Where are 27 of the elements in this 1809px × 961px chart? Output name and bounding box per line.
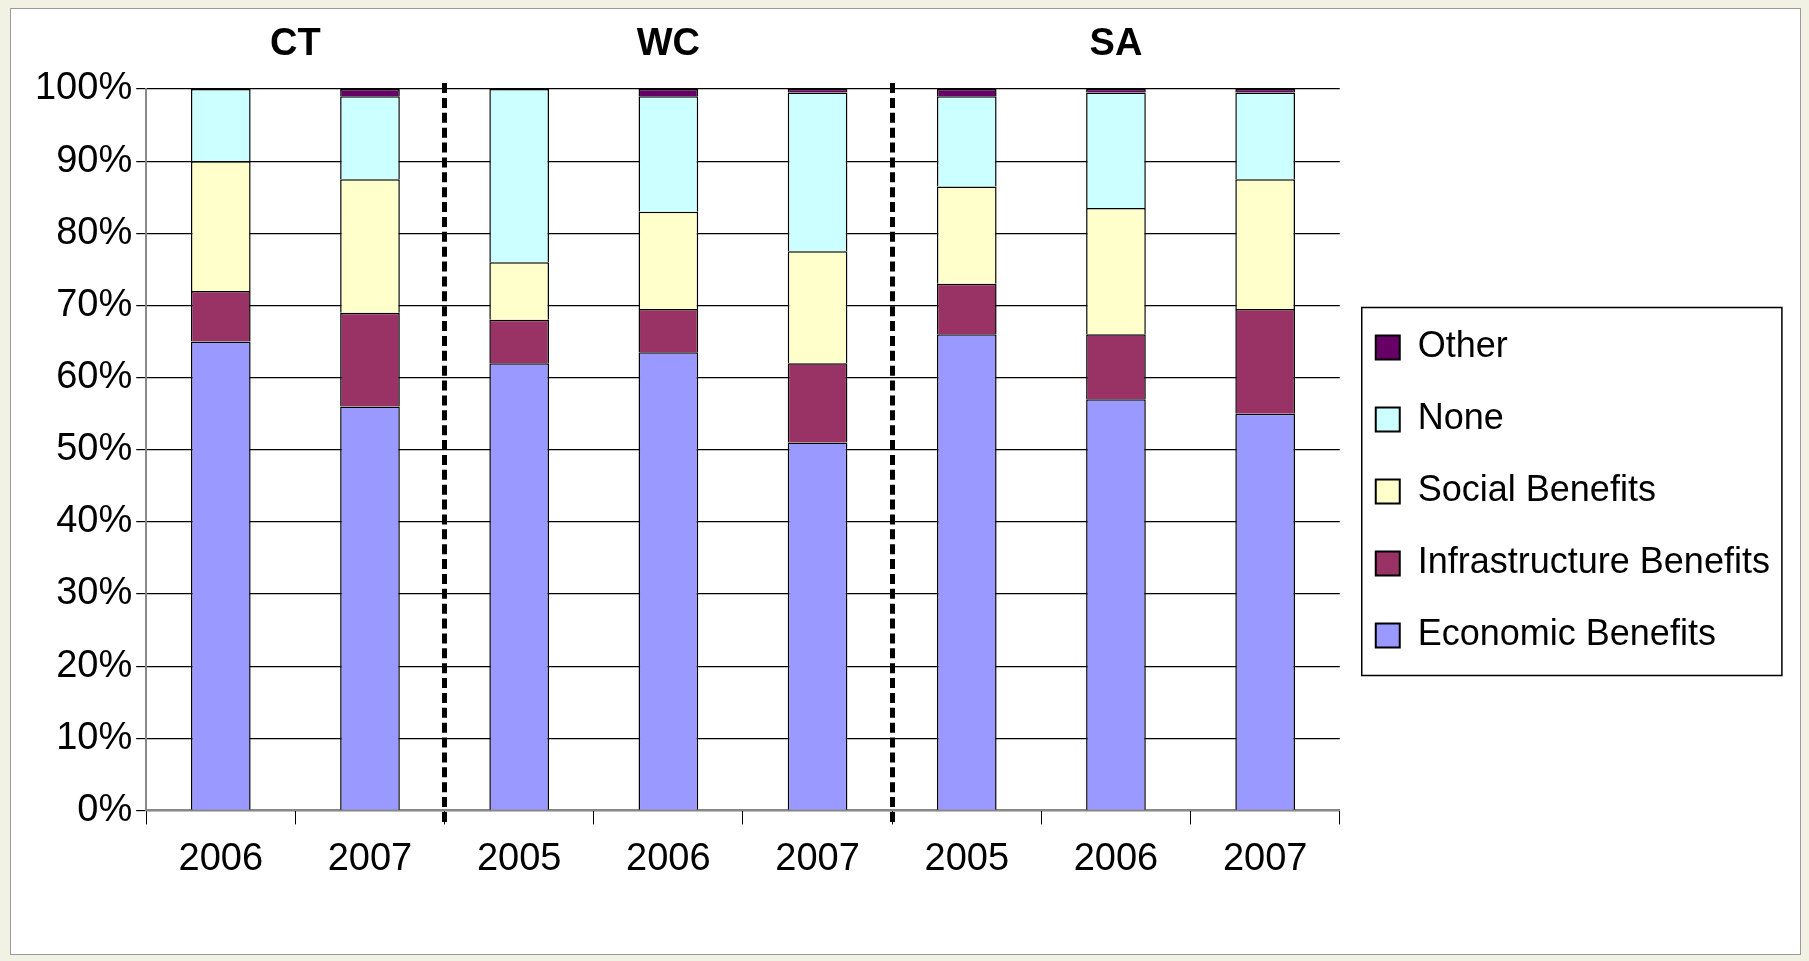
y-tick-label: 40% bbox=[56, 498, 133, 541]
x-tick-label: 2005 bbox=[924, 835, 1010, 878]
legend-label: None bbox=[1417, 396, 1504, 438]
text: CT bbox=[270, 21, 321, 64]
legend-label: Social Benefits bbox=[1417, 468, 1656, 510]
x-tick-label: 2006 bbox=[626, 835, 711, 878]
y-tick-label: 30% bbox=[56, 570, 133, 613]
x-tick-label: 2006 bbox=[178, 835, 264, 878]
x-tick-label: 2005 bbox=[476, 835, 562, 878]
legend-label: Other bbox=[1417, 324, 1508, 366]
x-tick-label: 2007 bbox=[327, 835, 413, 878]
legend-label: Infrastructure Benefits bbox=[1417, 540, 1770, 582]
text: SA bbox=[1089, 21, 1143, 64]
y-tick-label: 10% bbox=[56, 714, 133, 757]
y-tick-label: 60% bbox=[56, 354, 133, 397]
y-tick-label: 0% bbox=[77, 786, 133, 829]
x-tick-label: 2006 bbox=[1073, 835, 1159, 878]
y-tick-label: 70% bbox=[56, 281, 133, 324]
x-tick-label: 2007 bbox=[1222, 835, 1308, 878]
y-tick-label: 20% bbox=[56, 642, 133, 685]
x-tick-label: 2007 bbox=[775, 835, 860, 878]
y-tick-label: 90% bbox=[56, 137, 133, 180]
y-tick-label: 50% bbox=[56, 426, 133, 469]
legend-label: Economic Benefits bbox=[1417, 612, 1716, 654]
y-tick-label: 80% bbox=[56, 209, 133, 252]
text: WC bbox=[636, 21, 701, 64]
y-tick-label: 100% bbox=[34, 65, 133, 108]
